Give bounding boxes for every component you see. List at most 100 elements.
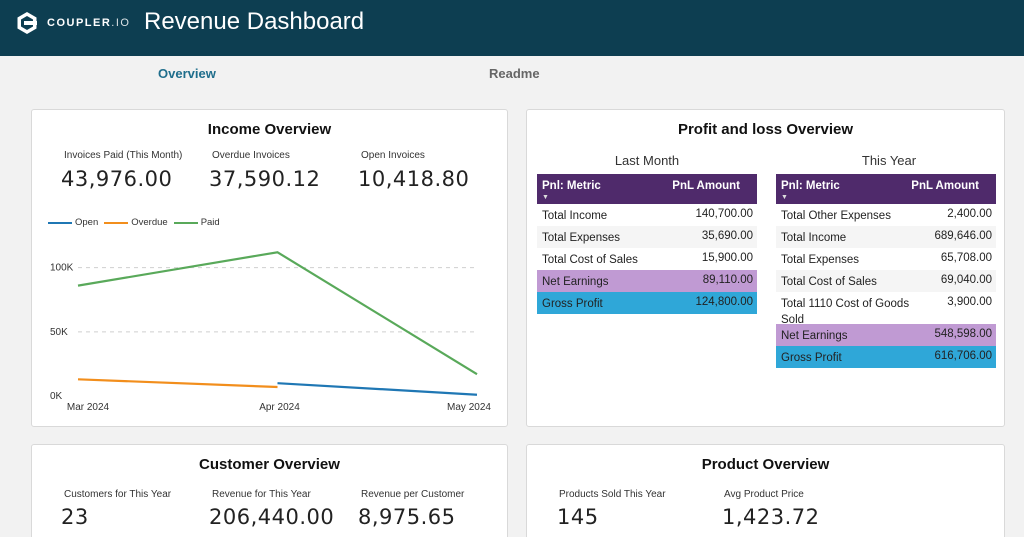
kpi-revenue-per-customer-value: 8,975.65 [358,505,456,529]
pnl-metric-cell: Total Cost of Sales [781,276,877,288]
kpi-open-invoices-value: 10,418.80 [358,167,470,191]
legend-item-overdue[interactable]: Overdue [104,217,168,228]
pnl-amount-cell: 89,110.00 [702,274,753,286]
this-year-label: This Year [861,153,917,168]
pnl-metric-cell: Total Other Expenses [781,210,891,222]
product-overview-card: Product Overview Products Sold This Year… [526,444,1005,537]
pnl-row[interactable]: Gross Profit 124,800.00 [537,292,757,314]
legend-label-open: Open [75,217,99,228]
pnl-row[interactable]: Total Income 140,700.00 [537,204,757,226]
series-line-paid[interactable] [77,251,478,376]
legend-swatch-open [48,221,72,224]
product-overview-title: Product Overview [701,456,830,473]
pnl-row[interactable]: Gross Profit 616,706.00 [776,346,996,368]
pnl-table-header: Pnl: Metric ▼ PnL Amount [537,174,757,204]
customer-overview-title: Customer Overview [199,456,340,473]
pnl-row[interactable]: Total Expenses 65,708.00 [776,248,996,270]
income-overview-title: Income Overview [207,121,332,138]
pnl-table-header: Pnl: Metric ▼ PnL Amount [776,174,996,204]
legend-label-overdue: Overdue [131,217,168,228]
coupler-logo-icon [17,12,37,34]
coupler-logo[interactable]: COUPLER.IO [14,10,130,36]
kpi-revenue-per-customer-label: Revenue per Customer [361,489,465,500]
customer-overview-card: Customer Overview Customers for This Yea… [31,444,508,537]
pnl-amount-cell: 689,646.00 [934,230,992,242]
pnl-amount-cell: 65,708.00 [940,252,992,264]
y-tick-label: 50K [50,327,68,338]
pnl-metric-cell: Net Earnings [781,330,848,342]
pnl-overview-title: Profit and loss Overview [677,121,854,138]
kpi-invoices-paid-label: Invoices Paid (This Month) [64,150,183,161]
y-tick-label: 0K [50,391,63,402]
pnl-metric-cell: Total Expenses [542,232,620,244]
pnl-metric-cell: Total 1110 Cost of Goods Sold [781,298,910,326]
sort-caret-icon[interactable]: ▼ [542,194,549,201]
sort-caret-icon[interactable]: ▼ [781,194,788,201]
brand-name: COUPLER.IO [47,17,130,29]
legend-item-open[interactable]: Open [48,217,98,228]
pnl-col-amount[interactable]: PnL Amount [672,180,740,192]
x-tick-label: May 2024 [447,402,491,413]
tab-overview[interactable]: Overview [158,66,216,81]
page-title: Revenue Dashboard [144,8,365,35]
brand-text: COUPLER [47,17,112,29]
pnl-metric-cell: Total Expenses [781,254,859,266]
pnl-metric-cell: Total Income [542,210,608,222]
legend-swatch-paid [173,221,198,224]
tab-bar: Overview Readme [0,66,1024,86]
series-line-overdue[interactable] [77,378,278,389]
y-tick-label: 100K [50,263,74,274]
kpi-revenue-year-label: Revenue for This Year [212,489,311,500]
pnl-row[interactable]: Total Other Expenses 2,400.00 [776,204,996,226]
pnl-row[interactable]: Total 1110 Cost of Goods Sold 3,900.00 [776,292,996,326]
header-bar: COUPLER.IO Revenue Dashboard [0,0,1024,56]
tab-readme[interactable]: Readme [489,66,540,81]
pnl-amount-cell: 35,690.00 [701,230,753,242]
kpi-customers-value: 23 [61,505,89,529]
x-tick-label: Mar 2024 [67,402,110,413]
x-tick-label: Apr 2024 [259,402,300,413]
pnl-last-month-table: Pnl: Metric ▼ PnL Amount Total Income 140… [537,174,757,314]
pnl-overview-card: Profit and loss Overview Last Month This… [526,109,1005,427]
pnl-row[interactable]: Net Earnings 548,598.00 [776,324,996,346]
kpi-products-sold-value: 145 [557,505,599,529]
pnl-this-year-table: Pnl: Metric ▼ PnL Amount Total Other Exp… [776,174,996,368]
kpi-open-invoices-label: Open Invoices [361,150,425,161]
pnl-amount-cell: 69,040.00 [940,274,992,286]
brand-suffix: .IO [111,17,131,29]
legend-swatch-overdue [104,221,129,224]
pnl-amount-cell: 616,706.00 [934,350,992,362]
legend-label-paid: Paid [200,217,220,228]
kpi-invoices-paid-value: 43,976.00 [61,167,173,191]
pnl-row[interactable]: Total Cost of Sales 15,900.00 [537,248,757,270]
pnl-metric-cell: Total Cost of Sales [542,254,638,266]
pnl-row[interactable]: Total Income 689,646.00 [776,226,996,248]
pnl-table-body: Total Income 140,700.00 Total Expenses 35,6… [537,204,757,314]
pnl-table-body: Total Other Expenses 2,400.00 Total Income… [776,204,996,368]
series-line-open[interactable] [277,382,478,396]
kpi-revenue-year-value: 206,440.00 [209,505,335,529]
pnl-row[interactable]: Total Cost of Sales 69,040.00 [776,270,996,292]
legend-item-paid[interactable]: Paid [173,217,220,228]
pnl-amount-cell: 15,900.00 [701,252,753,264]
pnl-amount-cell: 2,400.00 [947,208,992,220]
pnl-metric-cell: Gross Profit [542,298,603,310]
pnl-metric-cell: Total Income [781,232,847,244]
pnl-amount-cell: 140,700.00 [695,208,753,220]
income-overview-card: Income Overview Invoices Paid (This Mont… [31,109,508,427]
income-line-chart: 0K 50K 100K Mar 2024 Apr 2024 May 2024 [50,251,491,413]
pnl-col-metric[interactable]: Pnl: Metric [542,180,601,192]
pnl-col-metric[interactable]: Pnl: Metric [781,180,840,192]
pnl-amount-cell: 124,800.00 [695,296,753,308]
pnl-row[interactable]: Net Earnings 89,110.00 [537,270,757,292]
pnl-metric-cell: Gross Profit [781,352,842,364]
kpi-customers-label: Customers for This Year [64,489,172,500]
pnl-row[interactable]: Total Expenses 35,690.00 [537,226,757,248]
kpi-avg-price-value: 1,423.72 [722,505,820,529]
last-month-label: Last Month [614,153,680,168]
pnl-amount-cell: 548,598.00 [934,328,992,340]
pnl-col-amount[interactable]: PnL Amount [911,180,979,192]
kpi-overdue-invoices-label: Overdue Invoices [212,150,290,161]
pnl-metric-cell: Net Earnings [542,276,609,288]
pnl-amount-cell: 3,900.00 [947,296,992,308]
